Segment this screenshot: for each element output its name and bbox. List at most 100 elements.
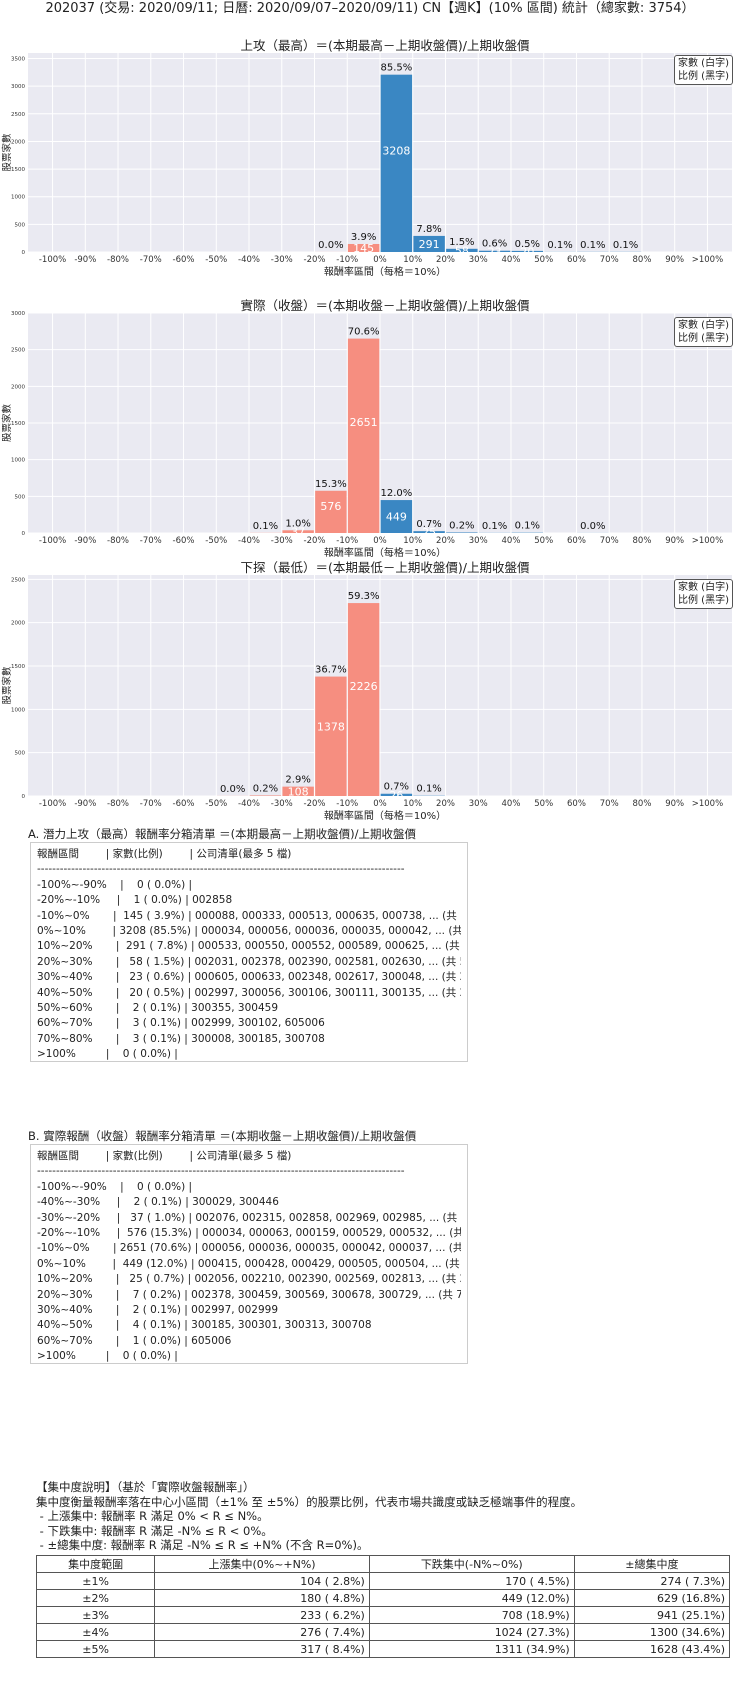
table-cell: 233 ( 6.2%) [154, 1606, 370, 1624]
x-tick-label: -90% [74, 255, 96, 265]
x-tick-label: >100% [692, 255, 723, 265]
concentration-note: 【集中度說明】（基於「實際收盤報酬率」） [36, 1480, 255, 1494]
list-item: 50%~60% | 2 ( 0.1%) | 300355, 300459 [37, 1002, 279, 1015]
x-tick-label: -100% [39, 799, 66, 809]
table-cell: 104 ( 2.8%) [154, 1572, 370, 1590]
x-tick-label: -90% [74, 536, 96, 546]
x-tick-label: -50% [205, 255, 227, 265]
list-item: -100%~-90% | 0 ( 0.0%) | [37, 1180, 193, 1193]
y-tick-label: 3500 [11, 57, 25, 63]
x-tick-label: -50% [205, 799, 227, 809]
bar [413, 531, 445, 533]
x-tick-label: 50% [534, 536, 553, 546]
x-tick-label: 30% [469, 255, 488, 265]
bar-count-label: 26 [389, 789, 403, 802]
table-row: ±3% 233 ( 6.2%) 708 (18.9%) 941 (25.1%) [35, 1606, 731, 1624]
chart-legend: 家數 (白字) 比例 (黑字) [674, 317, 733, 347]
concentration-note: 集中度衡量報酬率落在中心小區間（±1% 至 ±5%）的股票比例，代表市場共識度或… [36, 1494, 583, 1509]
bar-count-label: 25 [422, 526, 436, 539]
bar-pct-label: 2.9% [285, 775, 310, 786]
table-row: ±5% 317 ( 8.4%) 1311 (34.9%) 1628 (43.4%) [35, 1640, 731, 1658]
y-tick-label: 1000 [11, 458, 25, 464]
x-tick-label: -40% [238, 799, 260, 809]
list-item: -100%~-90% | 0 ( 0.0%) | [37, 878, 193, 891]
x-tick-label: 50% [534, 799, 553, 809]
bar-pct-label: 1.0% [285, 518, 310, 529]
x-tick-label: -20% [304, 799, 326, 809]
table-header: ±總集中度 [573, 1555, 731, 1573]
table-row: ±1% 104 ( 2.8%) 170 ( 4.5%) 274 ( 7.3%) [35, 1572, 731, 1590]
x-tick-label: 20% [436, 799, 455, 809]
x-tick-label: 10% [403, 799, 422, 809]
x-tick-label: -10% [336, 255, 358, 265]
bar-pct-label: 36.7% [315, 665, 347, 676]
list-item: -10%~0% | 2651 (70.6%) | 000056, 000036,… [37, 1242, 461, 1255]
y-tick-label: 2500 [11, 112, 25, 118]
bar-count-label: 1378 [317, 720, 345, 733]
table-cell: 180 ( 4.8%) [154, 1589, 370, 1607]
table-cell: 1300 (34.6%) [573, 1623, 731, 1641]
x-tick-label: 70% [600, 255, 619, 265]
concentration-note: - 上漲集中: 報酬率 R 滿足 0% < R ≤ N%。 [36, 1509, 269, 1523]
x-tick-label: -30% [271, 536, 293, 546]
bar-pct-label: 70.6% [348, 327, 380, 338]
bar [511, 250, 544, 252]
y-tick-label: 1500 [11, 421, 25, 427]
bar-count-label: 23 [488, 245, 502, 258]
table-cell: 317 ( 8.4%) [154, 1640, 370, 1658]
x-tick-label: 40% [502, 255, 521, 265]
y-tick-label: 500 [15, 751, 26, 757]
x-tick-label: 0% [373, 255, 387, 265]
x-tick-label: -60% [173, 536, 195, 546]
bar-pct-label: 0.0% [318, 240, 343, 251]
bar-pct-label: 0.7% [416, 519, 441, 530]
list-item: 60%~70% | 1 ( 0.0%) | 605006 [37, 1334, 232, 1347]
table-cell: ±4% [35, 1623, 156, 1641]
bar-pct-label: 0.2% [253, 783, 278, 794]
table-cell: 629 (16.8%) [573, 1589, 731, 1607]
x-tick-label: -100% [39, 536, 66, 546]
table-cell: 170 ( 4.5%) [368, 1572, 575, 1590]
x-tick-label: -70% [140, 536, 162, 546]
list-item: 60%~70% | 3 ( 0.1%) | 002999, 300102, 60… [37, 1017, 325, 1030]
table-cell: 276 ( 7.4%) [154, 1623, 370, 1641]
x-tick-label: -100% [39, 255, 66, 265]
table-cell: ±1% [35, 1572, 156, 1590]
x-tick-label: 60% [567, 255, 586, 265]
section-b-list: 報酬區間 | 家數(比例) | 公司清單(最多 5 檔) ------------… [30, 1144, 468, 1364]
x-axis-label: 報酬率區間（每格＝10%） [324, 809, 446, 822]
section-a-title: A. 潛力上攻（最高）報酬率分箱清單 ＝(本期最高－上期收盤價)/上期收盤價 [28, 827, 416, 841]
chart-legend: 家數 (白字) 比例 (黑字) [674, 579, 733, 609]
bar [249, 795, 282, 796]
x-tick-label: -60% [173, 799, 195, 809]
y-tick-label: 3000 [11, 84, 25, 90]
x-tick-label: 70% [600, 536, 619, 546]
bar-count-label: 58 [455, 244, 469, 257]
legend-ratio-label: 比例 (黑字) [678, 333, 729, 344]
bar-pct-label: 0.0% [220, 784, 245, 795]
bar-pct-label: 0.1% [613, 240, 638, 251]
x-tick-label: -30% [271, 255, 293, 265]
bar-count-label: 576 [320, 500, 341, 513]
y-axis-label: 股票家數 [1, 666, 13, 705]
x-tick-label: -80% [107, 255, 129, 265]
legend-count-label: 家數 (白字) [678, 58, 729, 69]
bar-pct-label: 0.1% [580, 240, 605, 251]
table-cell: 274 ( 7.3%) [573, 1572, 731, 1590]
section-b-title: B. 實際報酬（收盤）報酬率分箱清單 ＝(本期收盤－上期收盤價)/上期收盤價 [28, 1129, 417, 1143]
y-axis-label: 股票家數 [1, 404, 13, 443]
y-tick-label: 2500 [11, 348, 25, 354]
bar-count-label: 3208 [382, 144, 410, 157]
y-tick-label: 2000 [11, 384, 25, 390]
table-cell: 1311 (34.9%) [368, 1640, 575, 1658]
bar [478, 250, 511, 252]
x-tick-label: 90% [665, 255, 684, 265]
list-item: -20%~-10% | 576 (15.3%) | 000034, 000063… [37, 1227, 461, 1240]
bar-count-label: 108 [288, 785, 309, 798]
table-header: 下跌集中(-N%~0%) [368, 1555, 575, 1573]
y-tick-label: 0 [22, 794, 26, 800]
x-tick-label: 60% [567, 536, 586, 546]
x-tick-label: -10% [336, 536, 358, 546]
list-item: -40%~-30% | 2 ( 0.1%) | 300029, 300446 [37, 1196, 279, 1209]
x-tick-label: -80% [107, 536, 129, 546]
